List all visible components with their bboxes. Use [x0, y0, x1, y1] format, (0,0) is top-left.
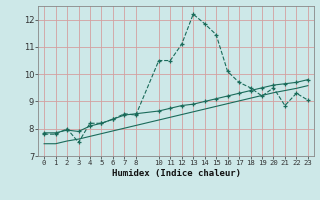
X-axis label: Humidex (Indice chaleur): Humidex (Indice chaleur)	[111, 169, 241, 178]
